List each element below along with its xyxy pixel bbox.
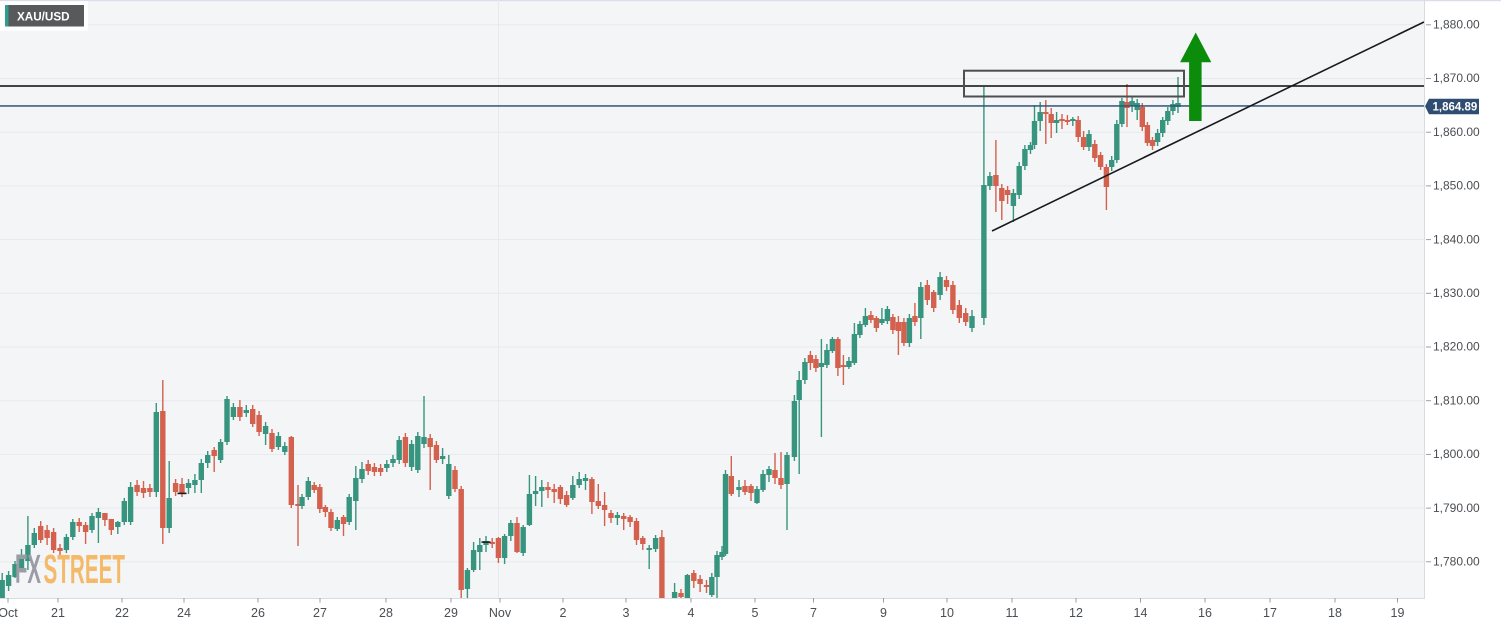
svg-text:5: 5	[752, 606, 759, 620]
svg-text:27: 27	[313, 606, 327, 620]
svg-text:29: 29	[444, 606, 458, 620]
svg-text:FX: FX	[15, 546, 41, 592]
svg-text:3: 3	[623, 606, 630, 620]
svg-text:1,820.00: 1,820.00	[1433, 340, 1480, 354]
svg-text:14: 14	[1134, 606, 1148, 620]
svg-text:1,810.00: 1,810.00	[1433, 393, 1480, 407]
svg-text:7: 7	[810, 606, 817, 620]
svg-text:1,840.00: 1,840.00	[1433, 232, 1480, 246]
svg-text:10: 10	[940, 606, 954, 620]
svg-text:1,864.89: 1,864.89	[1433, 102, 1478, 114]
svg-text:22: 22	[115, 606, 129, 620]
svg-text:11: 11	[1006, 606, 1019, 620]
svg-text:1,860.00: 1,860.00	[1433, 125, 1480, 139]
svg-text:1,870.00: 1,870.00	[1433, 71, 1480, 85]
svg-text:XAU/USD: XAU/USD	[17, 10, 70, 23]
svg-text:24: 24	[177, 606, 191, 620]
svg-text:19: 19	[1391, 606, 1405, 620]
svg-text:1,880.00: 1,880.00	[1433, 18, 1480, 32]
svg-text:1,780.00: 1,780.00	[1433, 555, 1480, 569]
svg-text:4: 4	[688, 606, 695, 620]
svg-text:28: 28	[379, 606, 393, 620]
svg-text:Nov: Nov	[489, 606, 512, 620]
svg-text:12: 12	[1069, 606, 1083, 620]
svg-text:9: 9	[880, 606, 887, 620]
svg-text:1,800.00: 1,800.00	[1433, 447, 1480, 461]
svg-text:16: 16	[1198, 606, 1212, 620]
svg-text:1,790.00: 1,790.00	[1433, 501, 1480, 515]
svg-text:2: 2	[560, 606, 567, 620]
svg-text:18: 18	[1328, 606, 1342, 620]
svg-text:26: 26	[251, 606, 265, 620]
svg-text:1,830.00: 1,830.00	[1433, 286, 1480, 300]
svg-text:Oct: Oct	[0, 606, 18, 620]
svg-text:STREET: STREET	[44, 546, 126, 592]
svg-text:21: 21	[51, 606, 65, 620]
svg-text:1,850.00: 1,850.00	[1433, 179, 1480, 193]
svg-text:17: 17	[1263, 606, 1277, 620]
